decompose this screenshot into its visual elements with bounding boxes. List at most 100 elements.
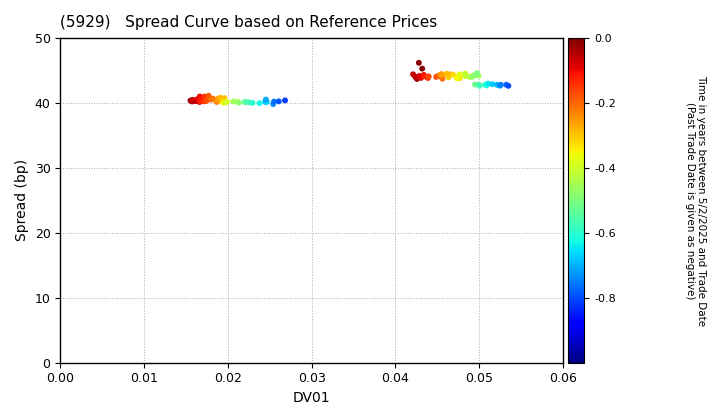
Point (441, 71, 452, 77)
Point (431, 74, 442, 80)
Point (198, 97, 210, 103)
Point (495, 81, 507, 88)
Text: (5929)   Spread Curve based on Reference Prices: (5929) Spread Curve based on Reference P… (60, 15, 438, 30)
Point (215, 94, 226, 101)
Point (202, 96, 214, 103)
Point (408, 71, 419, 78)
Point (202, 96, 214, 103)
Point (480, 81, 491, 88)
Point (260, 96, 271, 103)
Point (473, 81, 485, 88)
Point (232, 99, 243, 105)
Point (436, 75, 448, 82)
Point (205, 96, 217, 103)
Point (416, 65, 428, 72)
Point (203, 92, 215, 99)
Point (243, 99, 254, 106)
Point (494, 82, 505, 89)
Point (454, 71, 465, 78)
Point (211, 99, 222, 105)
Point (192, 96, 203, 103)
Point (482, 80, 494, 87)
Point (247, 100, 258, 106)
Point (219, 94, 230, 101)
Point (472, 70, 483, 76)
Point (474, 82, 485, 89)
Point (410, 74, 421, 80)
Point (418, 73, 430, 79)
Point (411, 76, 423, 82)
Point (221, 98, 233, 105)
Point (469, 81, 481, 88)
Point (194, 95, 206, 102)
Point (233, 100, 245, 106)
Point (185, 97, 197, 104)
Point (466, 74, 477, 81)
X-axis label: DV01: DV01 (293, 391, 330, 405)
Point (469, 72, 481, 79)
Point (447, 71, 459, 78)
Point (500, 81, 512, 88)
Point (487, 81, 498, 88)
Point (259, 99, 271, 105)
Point (261, 99, 273, 105)
Point (279, 97, 291, 104)
Point (435, 71, 446, 78)
Point (422, 75, 433, 81)
Point (473, 72, 485, 79)
Point (267, 101, 279, 108)
Point (481, 82, 492, 89)
Point (206, 96, 217, 102)
Point (187, 97, 199, 103)
Point (212, 97, 223, 104)
Point (194, 93, 206, 100)
Point (240, 99, 251, 105)
Point (217, 96, 228, 102)
Point (454, 75, 465, 81)
Point (273, 98, 284, 105)
Point (228, 98, 239, 105)
Point (207, 95, 219, 102)
Point (413, 73, 425, 79)
Y-axis label: Spread (bp): Spread (bp) (15, 159, 29, 242)
Point (213, 97, 225, 104)
Point (459, 70, 471, 77)
Point (415, 74, 427, 81)
Point (190, 98, 202, 105)
Point (443, 74, 454, 81)
Point (194, 98, 206, 105)
Point (436, 71, 447, 78)
Point (410, 74, 422, 81)
Point (194, 99, 205, 105)
Point (434, 73, 446, 79)
Point (467, 72, 479, 79)
Point (433, 72, 444, 79)
Point (186, 98, 198, 105)
Point (459, 73, 471, 79)
Point (186, 98, 197, 105)
Point (491, 81, 503, 88)
Point (413, 59, 425, 66)
Point (215, 95, 226, 102)
Point (459, 71, 471, 77)
Point (212, 95, 224, 102)
Point (444, 71, 456, 78)
Point (436, 71, 448, 78)
Point (217, 99, 228, 106)
Point (253, 100, 265, 107)
Point (239, 99, 251, 105)
Point (269, 98, 280, 105)
Point (418, 71, 430, 78)
Point (199, 93, 210, 100)
Point (186, 98, 198, 105)
Point (198, 98, 210, 105)
Point (220, 99, 231, 106)
Point (451, 75, 462, 81)
Point (463, 73, 474, 80)
Point (503, 82, 514, 89)
Point (210, 97, 222, 104)
Y-axis label: Time in years between 5/2/2025 and Trade Date
(Past Trade Date is given as negat: Time in years between 5/2/2025 and Trade… (685, 75, 706, 326)
Point (200, 98, 212, 105)
Point (423, 73, 434, 80)
Point (452, 73, 464, 80)
